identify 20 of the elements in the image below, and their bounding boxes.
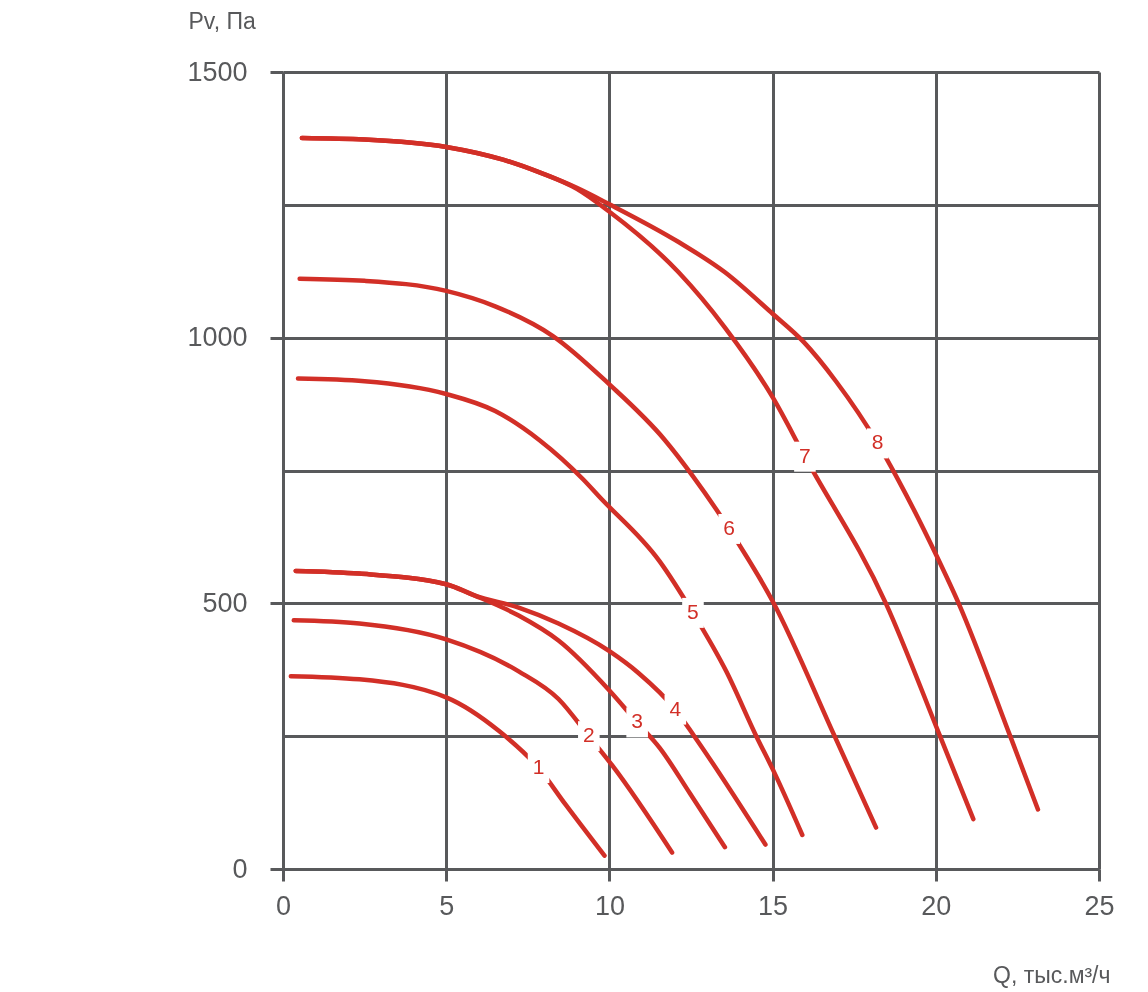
x-tick-label: 10: [594, 890, 625, 921]
y-axis-title: Pv, Па: [188, 7, 256, 34]
x-tick-label: 20: [921, 890, 952, 921]
series-label: 3: [631, 709, 643, 733]
series-label: 4: [669, 696, 682, 720]
x-tick-label: 25: [1084, 890, 1115, 921]
series-label: 8: [871, 430, 884, 454]
x-tick-label: 15: [758, 890, 789, 921]
series-label: 2: [582, 723, 595, 747]
x-tick-label: 0: [275, 890, 292, 921]
y-tick-label: 1000: [187, 322, 248, 353]
y-tick-label: 1500: [187, 56, 248, 87]
y-tick-label: 0: [232, 853, 248, 884]
series-label: 5: [687, 599, 699, 623]
y-tick-label: 500: [202, 587, 248, 618]
series-label: 6: [723, 515, 736, 539]
series-label: 1: [532, 755, 545, 779]
series-label: 7: [799, 443, 811, 467]
x-tick-label: 5: [439, 890, 455, 921]
x-axis-title: Q, тыс.м³/ч: [993, 961, 1111, 988]
